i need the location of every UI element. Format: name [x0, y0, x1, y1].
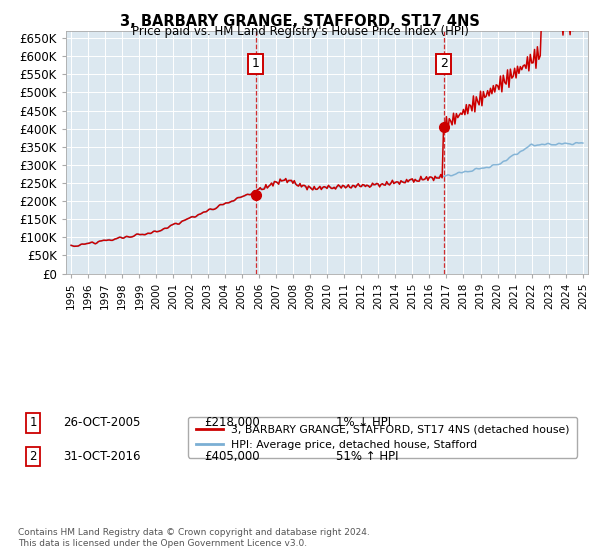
Text: 51% ↑ HPI: 51% ↑ HPI	[336, 450, 398, 463]
Text: Price paid vs. HM Land Registry's House Price Index (HPI): Price paid vs. HM Land Registry's House …	[131, 25, 469, 38]
Text: £405,000: £405,000	[204, 450, 260, 463]
Text: 1% ↓ HPI: 1% ↓ HPI	[336, 416, 391, 430]
Text: 26-OCT-2005: 26-OCT-2005	[63, 416, 140, 430]
Text: 31-OCT-2016: 31-OCT-2016	[63, 450, 140, 463]
Text: 2: 2	[29, 450, 37, 463]
Text: 1: 1	[29, 416, 37, 430]
Text: 1: 1	[252, 57, 260, 70]
Text: Contains HM Land Registry data © Crown copyright and database right 2024.
This d: Contains HM Land Registry data © Crown c…	[18, 528, 370, 548]
Text: 2: 2	[440, 57, 448, 70]
Text: 3, BARBARY GRANGE, STAFFORD, ST17 4NS: 3, BARBARY GRANGE, STAFFORD, ST17 4NS	[120, 14, 480, 29]
Text: £218,000: £218,000	[204, 416, 260, 430]
Legend: 3, BARBARY GRANGE, STAFFORD, ST17 4NS (detached house), HPI: Average price, deta: 3, BARBARY GRANGE, STAFFORD, ST17 4NS (d…	[188, 417, 577, 458]
